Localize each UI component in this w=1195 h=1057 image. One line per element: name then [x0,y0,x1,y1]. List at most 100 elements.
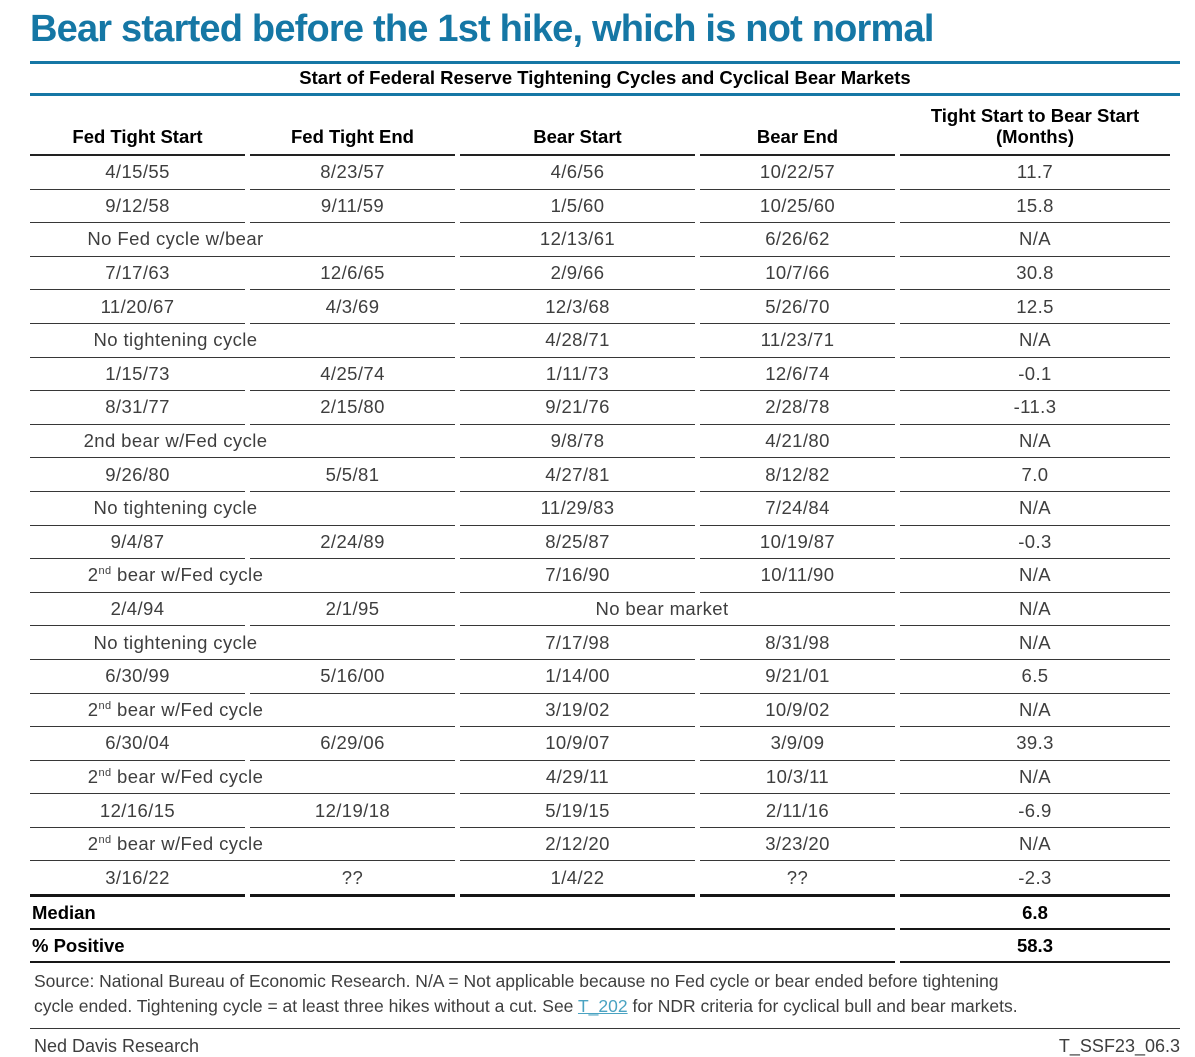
table-row: 7/17/63 12/6/65 2/9/66 10/7/66 30.8 [30,257,1170,291]
span-label-cell: 2nd bear w/Fed cycle [30,694,455,728]
median-value: 6.8 [900,897,1170,931]
table-cell: -0.1 [900,358,1170,392]
col-header-label: Bear End [756,126,839,147]
span-label-cell: No Fed cycle w/bear [30,223,455,257]
table-row: No tightening cycle 7/17/98 8/31/98 N/A [30,626,1170,660]
table-cell: 3/9/09 [700,727,895,761]
span-label-cell: No tightening cycle [30,324,455,358]
table-row: 11/20/67 4/3/69 12/3/68 5/26/70 12.5 [30,290,1170,324]
table-cell: 9/11/59 [250,190,455,224]
median-row: Median 6.8 [30,897,1170,931]
table-row: 2/4/94 2/1/95 No bear market N/A [30,593,1170,627]
table-cell: 4/29/11 [460,761,695,795]
col-header-bear-end: Bear End [700,96,895,156]
table-cell: 8/23/57 [250,156,455,190]
table-cell: -0.3 [900,526,1170,560]
ordinal-superscript: nd [98,565,112,578]
table-cell: 10/3/11 [700,761,895,795]
table-row: No Fed cycle w/bear 12/13/61 6/26/62 N/A [30,223,1170,257]
table-cell: 12/13/61 [460,223,695,257]
table-cell: 2/12/20 [460,828,695,862]
table-cell: 5/19/15 [460,794,695,828]
table-row: 2nd bear w/Fed cycle 4/29/11 10/3/11 N/A [30,761,1170,795]
table-cell: 2/4/94 [30,593,245,627]
table-cell: 4/21/80 [700,425,895,459]
table-row: 4/15/55 8/23/57 4/6/56 10/22/57 11.7 [30,156,1170,190]
table-cell: 4/15/55 [30,156,245,190]
percent-positive-label: % Positive [30,930,895,964]
table-cell: 2/28/78 [700,391,895,425]
table-cell: 6/29/06 [250,727,455,761]
table-header: Fed Tight Start Fed Tight End Bear Start… [30,96,1170,156]
table-cell: 3/23/20 [700,828,895,862]
col-header-fed-tight-start: Fed Tight Start [30,96,245,156]
table-row: 9/12/58 9/11/59 1/5/60 10/25/60 15.8 [30,190,1170,224]
table-cell: 7.0 [900,458,1170,492]
col-header-bear-start: Bear Start [460,96,695,156]
table-cell: 6/26/62 [700,223,895,257]
span-label-cell: 2nd bear w/Fed cycle [30,828,455,862]
table-cell: 3/16/22 [30,861,245,898]
table-cell: 11/23/71 [700,324,895,358]
page-title: Bear started before the 1st hike, which … [30,8,934,50]
span-label-cell: 2nd bear w/Fed cycle [30,559,455,593]
table-cell: 6/30/04 [30,727,245,761]
table-cell: 8/31/98 [700,626,895,660]
table-cell: -11.3 [900,391,1170,425]
table-cell: 4/27/81 [460,458,695,492]
ordinal-superscript: nd [98,766,112,779]
table-cell: 7/16/90 [460,559,695,593]
table-cell: 12.5 [900,290,1170,324]
table-row: 2nd bear w/Fed cycle 7/16/90 10/11/90 N/A [30,559,1170,593]
fed-tightening-bear-table: Fed Tight Start Fed Tight End Bear Start… [25,96,1175,964]
table-cell: 2/15/80 [250,391,455,425]
table-cell: N/A [900,492,1170,526]
table-subtitle: Start of Federal Reserve Tightening Cycl… [30,61,1180,96]
table-cell: 7/17/98 [460,626,695,660]
span-label-cell: 2nd bear w/Fed cycle [30,761,455,795]
table-row: 2nd bear w/Fed cycle 3/19/02 10/9/02 N/A [30,694,1170,728]
table-row: 1/15/73 4/25/74 1/11/73 12/6/74 -0.1 [30,358,1170,392]
table-cell: 10/7/66 [700,257,895,291]
col-header-label: Tight Start to Bear Start [930,105,1140,126]
table-cell: 10/9/07 [460,727,695,761]
table-cell: 11/29/83 [460,492,695,526]
table-cell: 7/24/84 [700,492,895,526]
table-cell: N/A [900,828,1170,862]
t202-link[interactable]: T_202 [577,996,628,1017]
table-row: 3/16/22?? 1/4/22?? -2.3 [30,861,1170,898]
table-cell: 5/16/00 [250,660,455,694]
table-cell: 11.7 [900,156,1170,190]
table-cell: N/A [900,559,1170,593]
table-row: No tightening cycle 11/29/83 7/24/84 N/A [30,492,1170,526]
table-cell: 10/19/87 [700,526,895,560]
source-line2-pre: cycle ended. Tightening cycle = at least… [34,996,578,1017]
table-cell: 11/20/67 [30,290,245,324]
span-label-cell: No bear market [460,593,895,627]
table-cell: 4/6/56 [460,156,695,190]
span-label-cell: 2nd bear w/Fed cycle [30,425,455,459]
table-cell: 8/31/77 [30,391,245,425]
col-header-label: Fed Tight Start [72,126,203,147]
table-cell: 1/4/22 [460,861,695,898]
table-cell: 9/4/87 [30,526,245,560]
table-cell: 4/25/74 [250,358,455,392]
ordinal-superscript: nd [98,699,112,712]
table-body: 4/15/55 8/23/57 4/6/56 10/22/57 11.7 9/12/58 9… [30,156,1170,898]
ordinal-superscript: nd [98,834,112,847]
table-row: 2nd bear w/Fed cycle 2/12/20 3/23/20 N/A [30,828,1170,862]
table-row: 8/31/77 2/15/80 9/21/76 2/28/78 -11.3 [30,391,1170,425]
span-label-cell: No tightening cycle [30,626,455,660]
source-note: Source: National Bureau of Economic Rese… [30,963,1180,1030]
table-row: 9/4/87 2/24/89 8/25/87 10/19/87 -0.3 [30,526,1170,560]
median-label: Median [30,897,895,931]
footer: Ned Davis Research T_SSF23_06.3 [30,1029,1180,1057]
table-row: 6/30/99 5/16/00 1/14/00 9/21/01 6.5 [30,660,1170,694]
table-cell: 9/12/58 [30,190,245,224]
table-cell: N/A [900,761,1170,795]
table-cell: 12/3/68 [460,290,695,324]
source-line2-post: for NDR criteria for cyclical bull and b… [627,996,1018,1017]
table-cell: 4/28/71 [460,324,695,358]
table-cell: 6/30/99 [30,660,245,694]
col-header-label-line2: (Months) [995,126,1075,147]
